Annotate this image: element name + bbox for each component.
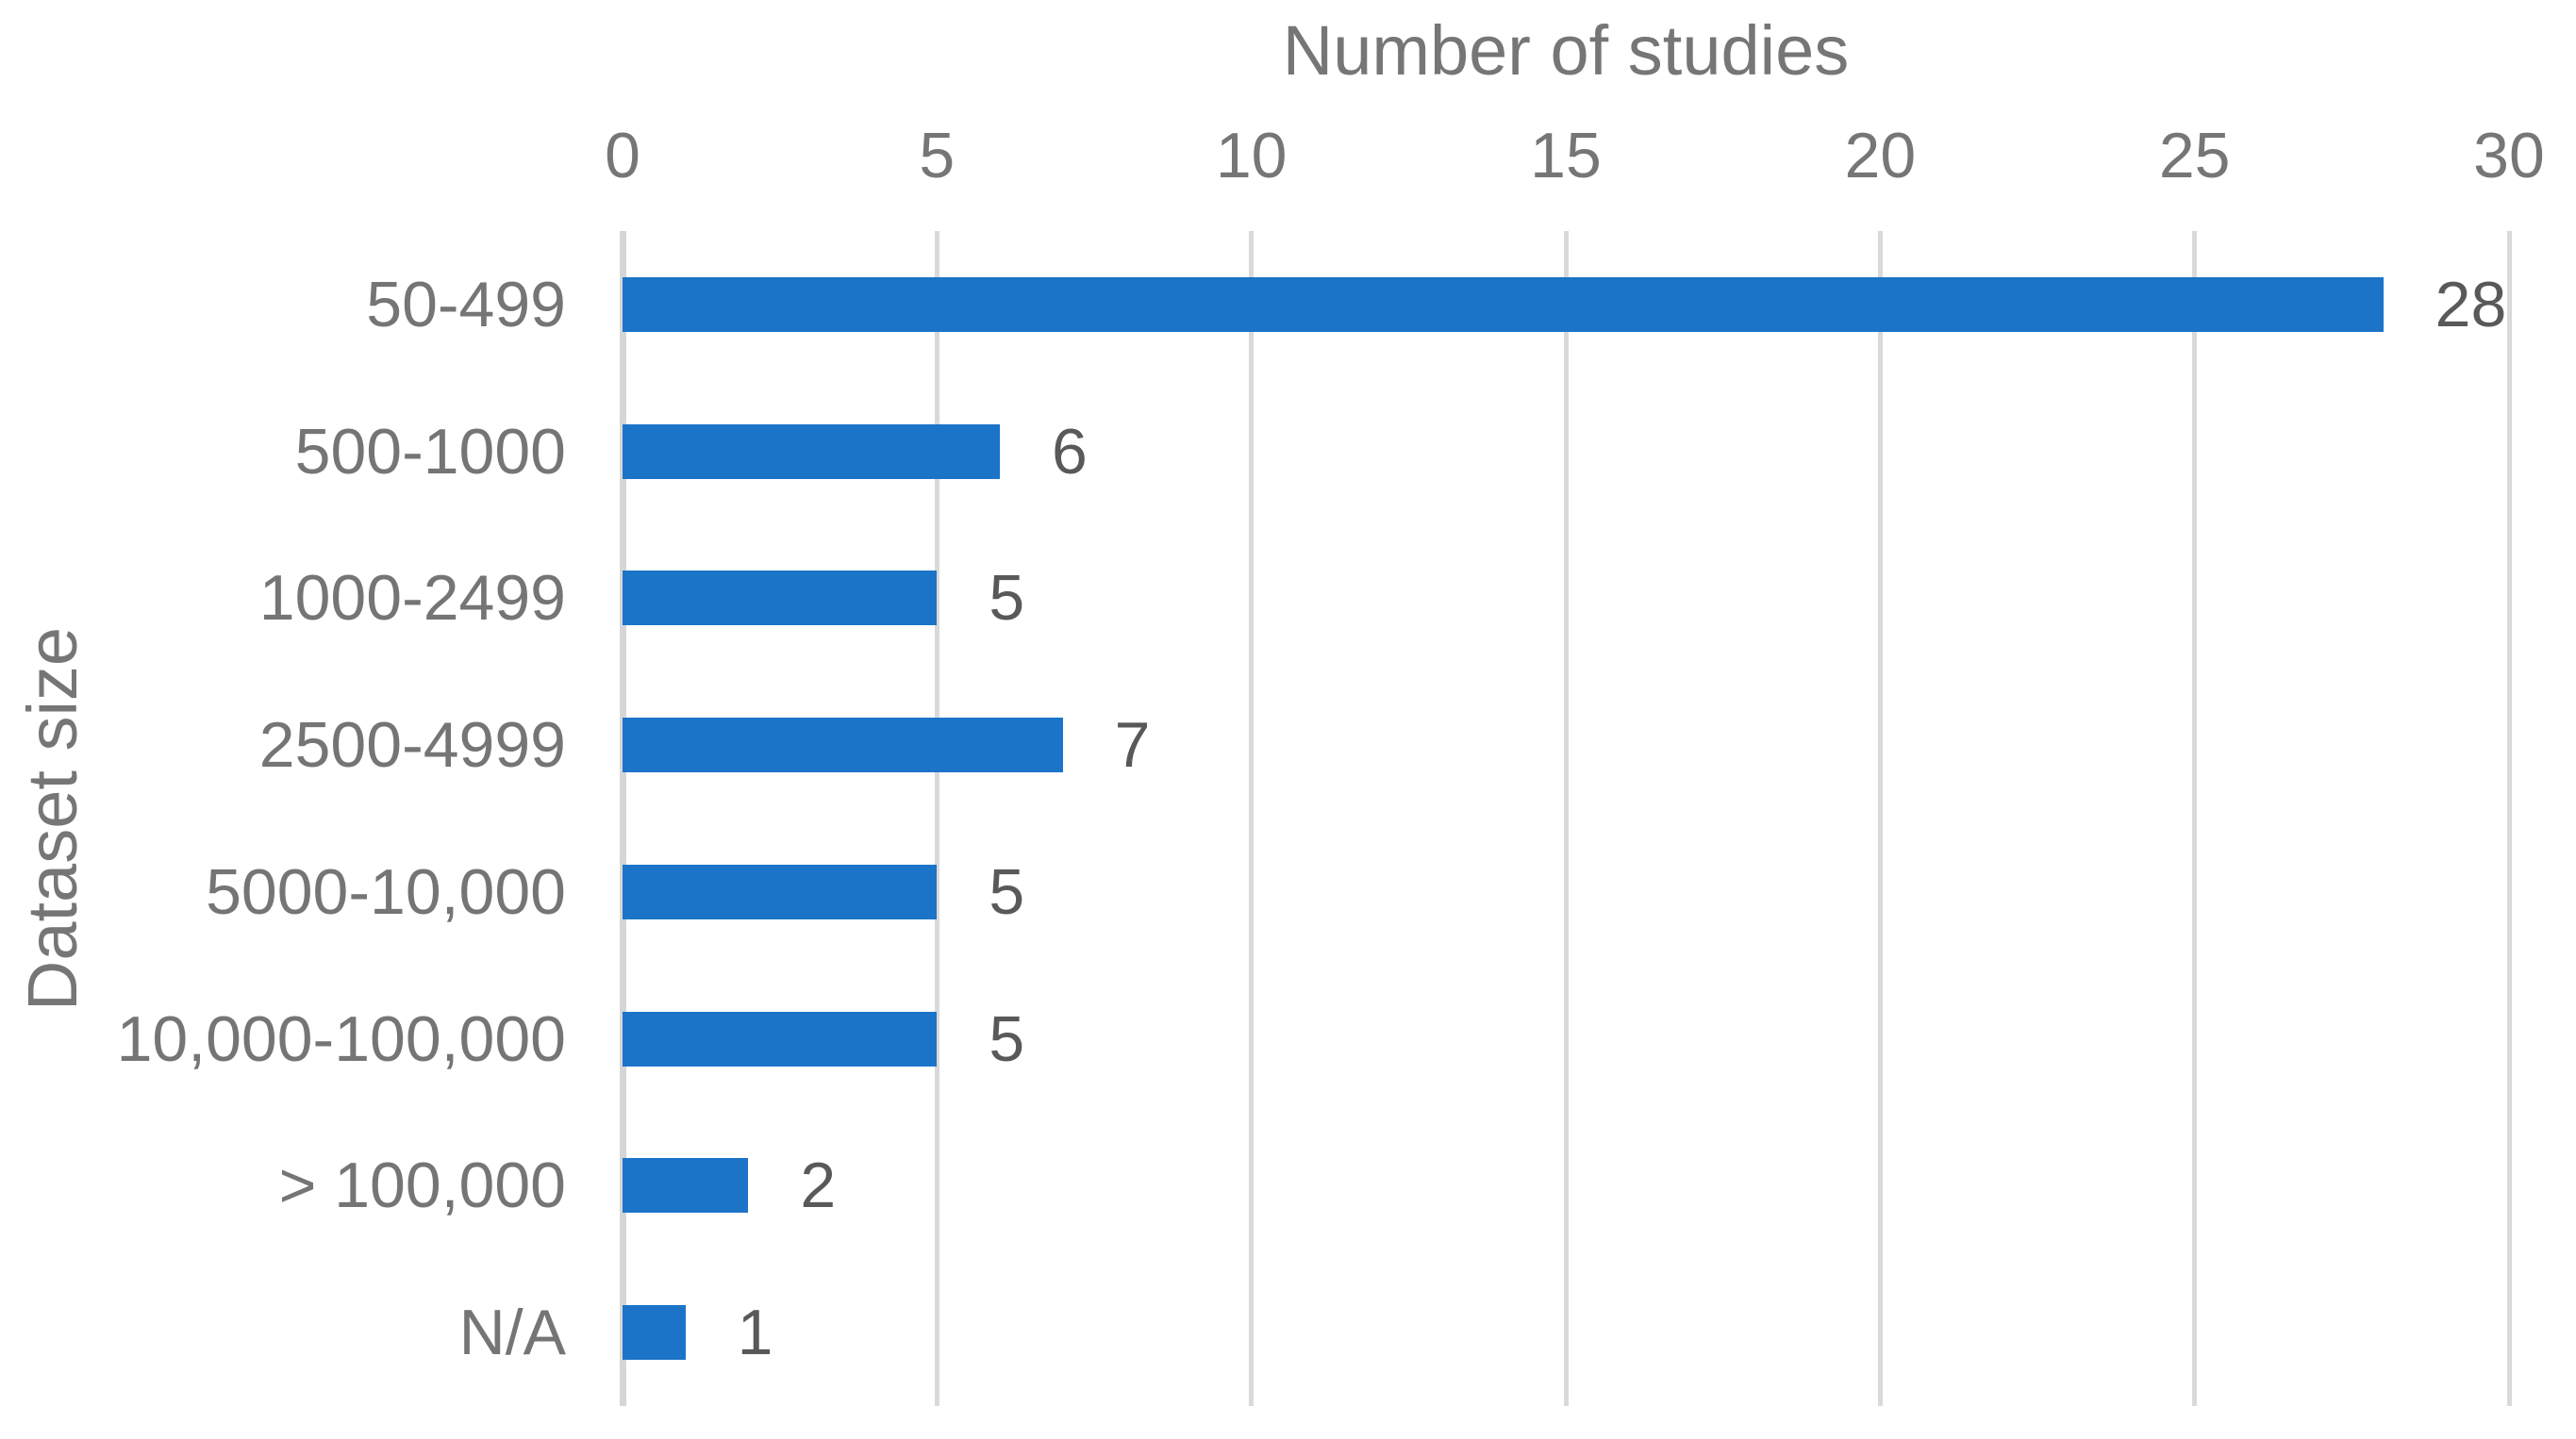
bar bbox=[623, 276, 2384, 332]
gridline bbox=[1563, 231, 1569, 1406]
x-axis-ticks: 0 5 10 15 20 25 30 bbox=[605, 120, 2545, 206]
x-axis-tick-label: 0 bbox=[605, 120, 640, 191]
bar bbox=[623, 1158, 749, 1214]
category-row: 10,000-100,000 bbox=[0, 966, 566, 1113]
category-label: 5000-10,000 bbox=[206, 855, 566, 928]
category-row: 5000-10,000 bbox=[0, 819, 566, 966]
bar-value-label: 7 bbox=[1114, 709, 1151, 782]
bar-row: 2 bbox=[623, 1113, 2509, 1260]
bar-row: 28 bbox=[623, 231, 2509, 378]
category-label: 10,000-100,000 bbox=[116, 1002, 566, 1075]
bar bbox=[623, 571, 938, 626]
gridline bbox=[1877, 231, 1883, 1406]
x-axis-tick-label: 20 bbox=[1844, 120, 1917, 191]
category-row: N/A bbox=[0, 1259, 566, 1406]
bar bbox=[623, 423, 1000, 479]
bar bbox=[623, 1011, 938, 1067]
bar-row: 7 bbox=[623, 671, 2509, 819]
bar-row: 5 bbox=[623, 966, 2509, 1113]
bar-value-label: 5 bbox=[989, 855, 1025, 928]
bar bbox=[623, 1305, 686, 1361]
category-row: 50-499 bbox=[0, 231, 566, 378]
bar bbox=[623, 718, 1063, 773]
gridline bbox=[934, 231, 939, 1406]
category-row: 2500-4999 bbox=[0, 671, 566, 819]
bar-value-label: 5 bbox=[989, 1002, 1025, 1075]
bar-value-label: 6 bbox=[1052, 415, 1088, 488]
gridline bbox=[1249, 231, 1255, 1406]
bar-row: 5 bbox=[623, 525, 2509, 672]
x-axis-tick-label: 30 bbox=[2473, 120, 2545, 191]
category-label: 500-1000 bbox=[294, 415, 566, 488]
bar-row: 1 bbox=[623, 1259, 2509, 1406]
bar-value-label: 2 bbox=[800, 1150, 837, 1222]
chart-title: Number of studies bbox=[1282, 11, 1850, 90]
plot-area: 28 6 5 7 5 5 2 1 bbox=[619, 231, 2512, 1406]
category-row: 1000-2499 bbox=[0, 525, 566, 672]
bar-row: 6 bbox=[623, 378, 2509, 525]
category-label: 1000-2499 bbox=[258, 562, 566, 635]
bar-value-label: 1 bbox=[737, 1297, 773, 1369]
category-label: 2500-4999 bbox=[258, 709, 566, 782]
axis-line-zero bbox=[619, 231, 626, 1406]
category-row: > 100,000 bbox=[0, 1113, 566, 1260]
category-label: N/A bbox=[458, 1297, 566, 1369]
x-axis-tick-label: 25 bbox=[2158, 120, 2231, 191]
bar-row: 5 bbox=[623, 819, 2509, 966]
gridline bbox=[2192, 231, 2198, 1406]
bar-value-label: 5 bbox=[989, 562, 1025, 635]
x-axis-tick-label: 10 bbox=[1215, 120, 1288, 191]
x-axis-tick-label: 5 bbox=[919, 120, 956, 191]
bar bbox=[623, 864, 938, 919]
category-labels: 50-499 500-1000 1000-2499 2500-4999 5000-10,… bbox=[0, 231, 566, 1406]
x-axis-tick-label: 15 bbox=[1530, 120, 1602, 191]
gridline bbox=[2506, 231, 2512, 1406]
bar-value-label: 28 bbox=[2435, 268, 2507, 340]
category-label: 50-499 bbox=[366, 268, 566, 340]
category-label: > 100,000 bbox=[278, 1150, 566, 1222]
category-row: 500-1000 bbox=[0, 378, 566, 525]
